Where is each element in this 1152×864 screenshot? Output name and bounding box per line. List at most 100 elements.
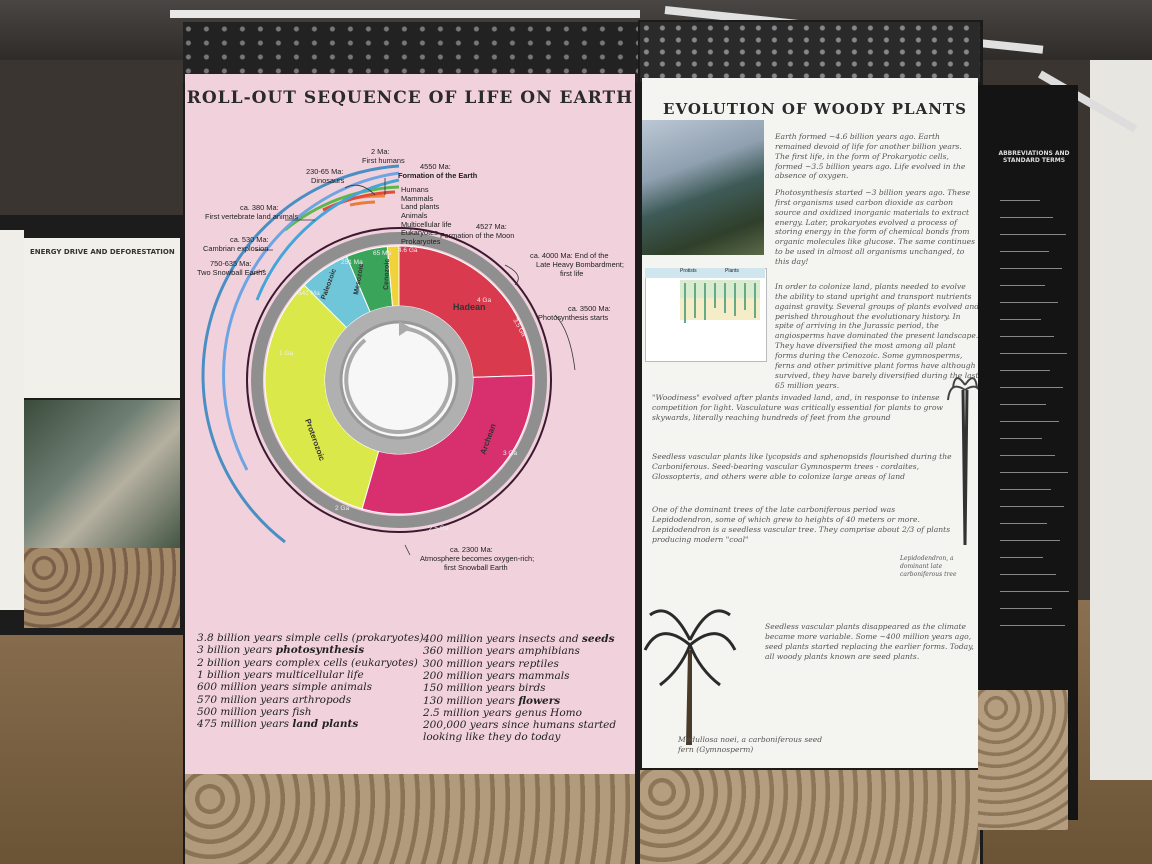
legend-land-plants: Land plants <box>401 202 440 212</box>
abbreviation-line <box>1000 438 1042 439</box>
geologic-clock-diagram: Hadean Archean Proterozoic Paleozoic Mes… <box>201 164 576 556</box>
abbreviation-line <box>1000 540 1060 541</box>
fact-line: looking like they do today <box>423 731 560 743</box>
connector-bombardment <box>504 264 519 286</box>
label-photosynthesis: Photosynthesis starts <box>538 313 609 322</box>
main-panel-header-texture <box>183 22 638 82</box>
left-panel-title: ENERGY DRIVE AND DEFORESTATION <box>30 248 175 256</box>
fact-emphasis: land plants <box>292 718 359 731</box>
abbreviation-line <box>1000 336 1054 337</box>
abbreviation-line <box>1000 455 1055 456</box>
fact-text: 2 billion years complex cells (eukaryote… <box>197 656 418 669</box>
fact-text: 130 million years <box>423 694 519 707</box>
fact-line: 475 million years land plants <box>197 718 358 730</box>
fern-fronds <box>643 609 737 687</box>
abbreviation-line <box>1000 574 1056 575</box>
chart-band-1 <box>680 280 760 298</box>
fact-line: 200,000 years since humans started <box>423 719 616 731</box>
legend-animals: Animals <box>401 210 428 220</box>
tick-25ga: 2.5 Ga <box>429 525 449 532</box>
abbreviation-line <box>1000 200 1040 201</box>
fact-line: 2.5 million years genus Homo <box>423 707 582 719</box>
right-para-7: Seedless vascular plants disappeared as … <box>765 622 974 661</box>
fact-line: 3 billion years photosynthesis <box>197 644 364 656</box>
arc-eukaryotes <box>222 171 400 471</box>
fact-text: 570 million years arthropods <box>197 693 352 706</box>
inner-white-circle <box>339 320 459 440</box>
fact-text: 1 billion years multicellular life <box>197 668 364 681</box>
tick-541ma: 541 Ma <box>298 290 320 297</box>
abbreviation-line <box>1000 370 1050 371</box>
label-oxygen-1: Atmosphere becomes oxygen-rich; <box>420 554 535 563</box>
tree-crown <box>947 377 983 401</box>
legend-eukaryotes: Eukaryotes <box>401 228 438 238</box>
fact-text: 3.8 billion years simple cells (prokaryo… <box>197 632 424 644</box>
abbreviation-line <box>1000 557 1043 558</box>
arc-humans <box>349 200 376 207</box>
chart-header-protists: Protists <box>680 268 697 274</box>
arc-animals <box>284 185 400 232</box>
left-log-pile <box>24 548 180 628</box>
fact-text: 200,000 years since humans started <box>423 719 617 732</box>
fact-line: 360 million years amphibians <box>423 645 580 657</box>
fact-text: 360 million years amphibians <box>423 645 580 658</box>
outer-black-ring <box>246 227 552 533</box>
fact-line: 200 million years mammals <box>423 670 569 682</box>
fact-line: 500 million years fish <box>197 706 312 718</box>
right-panel-header-texture <box>640 22 980 82</box>
early-earth-photo <box>642 120 764 255</box>
main-panel-title: ROLL-OUT SEQUENCE OF LIFE ON EARTH <box>186 88 634 108</box>
label-formation-age: 4550 Ma: <box>420 162 451 171</box>
label-first-humans-age: 2 Ma: <box>371 147 390 156</box>
fact-text: looking like they do today <box>423 731 561 744</box>
label-first-humans: First humans <box>362 156 405 165</box>
abbreviation-line <box>1000 285 1045 286</box>
abbreviations-title: ABBREVIATIONS AND STANDARD TERMS <box>998 150 1070 164</box>
right-para-5: Seedless vascular plants like lycopsids … <box>652 452 952 481</box>
right-para-1: Earth formed ~4.6 billion years ago. Ear… <box>775 132 966 181</box>
abbreviation-line <box>1000 302 1058 303</box>
abbreviation-line <box>1000 251 1049 252</box>
label-snowball: Two Snowball Earths <box>197 268 267 277</box>
legend-multicellular: Multicellular life <box>401 219 452 229</box>
abbreviation-line <box>1000 353 1067 354</box>
label-vertebrate: First vertebrate land animals <box>205 212 299 221</box>
right-para-4: "Woodiness" evolved after plants invaded… <box>652 393 944 422</box>
abbreviation-line <box>1000 319 1041 320</box>
right-log-pile <box>640 770 980 864</box>
label-bombardment-age: ca. 4000 Ma: End of the <box>530 251 609 260</box>
arc-multicellular <box>255 178 400 301</box>
plant-evolution-chart-header <box>645 268 765 278</box>
fact-text: 475 million years <box>197 718 293 731</box>
chart-header-plants: Plants <box>725 268 739 274</box>
tick-251ma: 251 Ma <box>341 259 363 266</box>
abbreviation-line <box>1000 506 1064 507</box>
tick-46ga: 4.6 Ga <box>398 247 418 254</box>
legend-humans: Humans <box>401 185 429 194</box>
rotation-arrow <box>344 326 453 434</box>
tick-3ga: 3 Ga <box>503 450 517 457</box>
right-para-2: Photosynthesis started ~3 billion years … <box>775 188 976 267</box>
fact-emphasis: seeds <box>581 633 615 645</box>
left-side-strip <box>0 230 24 610</box>
abbreviation-line <box>1000 472 1068 473</box>
fact-text: 200 million years mammals <box>423 669 570 682</box>
fact-text: 400 million years insects and <box>423 633 582 645</box>
arc-prokaryotes <box>201 164 400 544</box>
label-photosynthesis-age: ca. 3500 Ma: <box>568 304 611 313</box>
fact-text: 150 million years birds <box>423 682 546 695</box>
right-para-6: One of the dominant trees of the late ca… <box>652 505 951 544</box>
label-cambrian: Cambrian explosion <box>203 244 269 253</box>
fact-line: 600 million years simple animals <box>197 681 372 693</box>
fact-line: 300 million years reptiles <box>423 658 559 670</box>
lepidodendron-illustration <box>947 377 983 546</box>
legend-prokaryotes: Prokaryotes <box>401 236 441 246</box>
abbreviation-line <box>1000 234 1066 235</box>
fact-line: 3.8 billion years simple cells (prokaryo… <box>197 632 424 644</box>
connector-snowball <box>249 269 266 276</box>
right-wall <box>1090 60 1152 780</box>
label-moon-age: 4527 Ma: <box>476 222 507 231</box>
fact-text: 3 billion years <box>197 644 276 657</box>
tick-65ma: 65 Ma <box>373 250 391 257</box>
grey-ring <box>251 232 547 528</box>
